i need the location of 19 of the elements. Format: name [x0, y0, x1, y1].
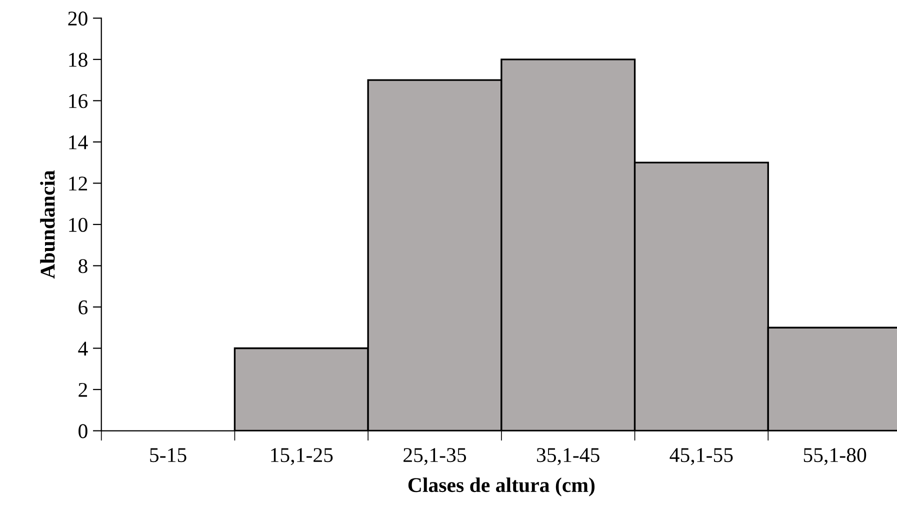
y-tick-label: 2: [78, 382, 88, 397]
x-tick-label: 45,1-55: [670, 448, 733, 466]
y-tick-label: 12: [69, 176, 88, 190]
x-tick-label: 55,1-80: [804, 448, 866, 466]
y-axis-title: Abundancia: [40, 170, 55, 279]
y-tick-label: 4: [78, 342, 88, 356]
x-tick-label: 5-15: [150, 448, 186, 462]
y-tick-label: 6: [78, 300, 88, 314]
y-tick-label: 20: [68, 12, 88, 26]
y-tick-label: 16: [69, 94, 88, 108]
y-tick-label: 18: [69, 52, 88, 67]
x-tick-label: 25,1-35: [404, 448, 466, 466]
y-tick-label: 8: [78, 259, 88, 274]
x-axis-title: Clases de altura (cm): [408, 477, 595, 496]
x-tick-label: 15,1-25: [271, 448, 333, 466]
y-tick-label: 14: [69, 135, 88, 150]
y-tick-label: 10: [69, 218, 88, 232]
y-tick-label: 0: [78, 424, 88, 438]
x-tick-label: 35,1-45: [536, 448, 600, 466]
